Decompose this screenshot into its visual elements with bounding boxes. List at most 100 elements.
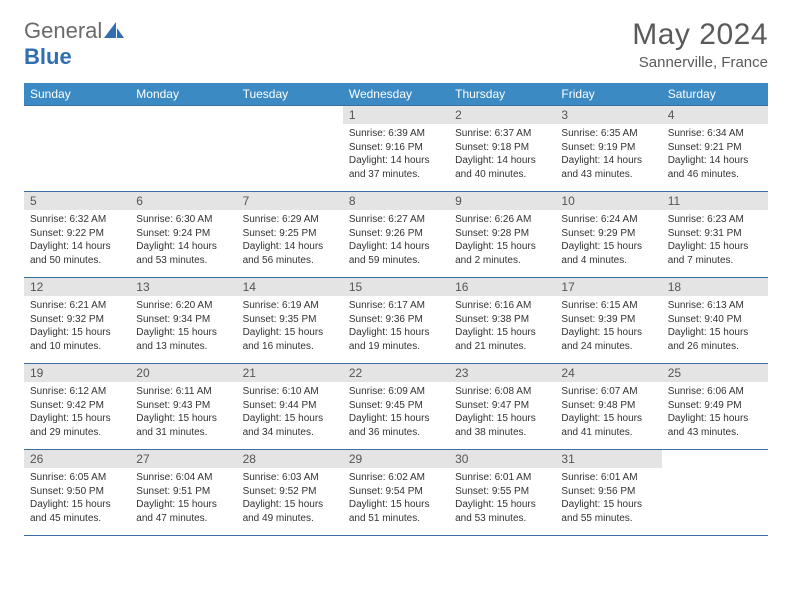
day-number: 22 xyxy=(343,364,449,382)
calendar-cell: 29Sunrise: 6:02 AMSunset: 9:54 PMDayligh… xyxy=(343,450,449,536)
day-number: 13 xyxy=(130,278,236,296)
day-number: 1 xyxy=(343,106,449,124)
day-number: 5 xyxy=(24,192,130,210)
day-number: 21 xyxy=(237,364,343,382)
day-details: Sunrise: 6:34 AMSunset: 9:21 PMDaylight:… xyxy=(662,124,768,185)
calendar-body: 1Sunrise: 6:39 AMSunset: 9:16 PMDaylight… xyxy=(24,106,768,536)
day-number: 9 xyxy=(449,192,555,210)
calendar-cell: 1Sunrise: 6:39 AMSunset: 9:16 PMDaylight… xyxy=(343,106,449,192)
day-details: Sunrise: 6:39 AMSunset: 9:16 PMDaylight:… xyxy=(343,124,449,185)
calendar-page: GeneralBlue May 2024 Sannerville, France… xyxy=(0,0,792,548)
weekday-header: Monday xyxy=(130,83,236,106)
calendar-cell: 3Sunrise: 6:35 AMSunset: 9:19 PMDaylight… xyxy=(555,106,661,192)
day-details: Sunrise: 6:21 AMSunset: 9:32 PMDaylight:… xyxy=(24,296,130,357)
brand-part2: Blue xyxy=(24,44,72,69)
calendar-cell: 27Sunrise: 6:04 AMSunset: 9:51 PMDayligh… xyxy=(130,450,236,536)
day-number: 8 xyxy=(343,192,449,210)
header: GeneralBlue May 2024 Sannerville, France xyxy=(24,18,768,71)
calendar-cell: 30Sunrise: 6:01 AMSunset: 9:55 PMDayligh… xyxy=(449,450,555,536)
day-details: Sunrise: 6:03 AMSunset: 9:52 PMDaylight:… xyxy=(237,468,343,529)
weekday-header: Wednesday xyxy=(343,83,449,106)
calendar-cell: 14Sunrise: 6:19 AMSunset: 9:35 PMDayligh… xyxy=(237,278,343,364)
calendar-cell: 24Sunrise: 6:07 AMSunset: 9:48 PMDayligh… xyxy=(555,364,661,450)
day-details: Sunrise: 6:13 AMSunset: 9:40 PMDaylight:… xyxy=(662,296,768,357)
day-details: Sunrise: 6:10 AMSunset: 9:44 PMDaylight:… xyxy=(237,382,343,443)
day-details: Sunrise: 6:37 AMSunset: 9:18 PMDaylight:… xyxy=(449,124,555,185)
calendar-cell: 26Sunrise: 6:05 AMSunset: 9:50 PMDayligh… xyxy=(24,450,130,536)
day-number: 14 xyxy=(237,278,343,296)
day-details: Sunrise: 6:05 AMSunset: 9:50 PMDaylight:… xyxy=(24,468,130,529)
calendar-cell: 12Sunrise: 6:21 AMSunset: 9:32 PMDayligh… xyxy=(24,278,130,364)
weekday-header: Friday xyxy=(555,83,661,106)
brand-text: GeneralBlue xyxy=(24,18,124,70)
day-details: Sunrise: 6:06 AMSunset: 9:49 PMDaylight:… xyxy=(662,382,768,443)
weekday-header: Sunday xyxy=(24,83,130,106)
day-number: 6 xyxy=(130,192,236,210)
day-details: Sunrise: 6:08 AMSunset: 9:47 PMDaylight:… xyxy=(449,382,555,443)
day-details: Sunrise: 6:27 AMSunset: 9:26 PMDaylight:… xyxy=(343,210,449,271)
calendar-cell: 11Sunrise: 6:23 AMSunset: 9:31 PMDayligh… xyxy=(662,192,768,278)
day-number: 31 xyxy=(555,450,661,468)
weekday-header: Thursday xyxy=(449,83,555,106)
day-details: Sunrise: 6:11 AMSunset: 9:43 PMDaylight:… xyxy=(130,382,236,443)
calendar-cell: 28Sunrise: 6:03 AMSunset: 9:52 PMDayligh… xyxy=(237,450,343,536)
calendar-row: 12Sunrise: 6:21 AMSunset: 9:32 PMDayligh… xyxy=(24,278,768,364)
calendar-cell: 16Sunrise: 6:16 AMSunset: 9:38 PMDayligh… xyxy=(449,278,555,364)
calendar-cell: 4Sunrise: 6:34 AMSunset: 9:21 PMDaylight… xyxy=(662,106,768,192)
calendar-cell: 18Sunrise: 6:13 AMSunset: 9:40 PMDayligh… xyxy=(662,278,768,364)
day-details: Sunrise: 6:07 AMSunset: 9:48 PMDaylight:… xyxy=(555,382,661,443)
day-details: Sunrise: 6:01 AMSunset: 9:56 PMDaylight:… xyxy=(555,468,661,529)
calendar-row: 26Sunrise: 6:05 AMSunset: 9:50 PMDayligh… xyxy=(24,450,768,536)
day-number: 11 xyxy=(662,192,768,210)
sail-icon xyxy=(104,22,124,38)
day-number: 29 xyxy=(343,450,449,468)
day-number: 7 xyxy=(237,192,343,210)
calendar-cell xyxy=(237,106,343,192)
calendar-cell: 9Sunrise: 6:26 AMSunset: 9:28 PMDaylight… xyxy=(449,192,555,278)
calendar-cell: 25Sunrise: 6:06 AMSunset: 9:49 PMDayligh… xyxy=(662,364,768,450)
day-details: Sunrise: 6:12 AMSunset: 9:42 PMDaylight:… xyxy=(24,382,130,443)
calendar-cell: 23Sunrise: 6:08 AMSunset: 9:47 PMDayligh… xyxy=(449,364,555,450)
day-details: Sunrise: 6:20 AMSunset: 9:34 PMDaylight:… xyxy=(130,296,236,357)
calendar-row: 5Sunrise: 6:32 AMSunset: 9:22 PMDaylight… xyxy=(24,192,768,278)
brand-logo: GeneralBlue xyxy=(24,18,124,70)
calendar-cell: 13Sunrise: 6:20 AMSunset: 9:34 PMDayligh… xyxy=(130,278,236,364)
day-details: Sunrise: 6:09 AMSunset: 9:45 PMDaylight:… xyxy=(343,382,449,443)
calendar-cell xyxy=(24,106,130,192)
calendar-table: SundayMondayTuesdayWednesdayThursdayFrid… xyxy=(24,83,768,536)
day-number: 26 xyxy=(24,450,130,468)
calendar-cell: 7Sunrise: 6:29 AMSunset: 9:25 PMDaylight… xyxy=(237,192,343,278)
day-details: Sunrise: 6:32 AMSunset: 9:22 PMDaylight:… xyxy=(24,210,130,271)
day-number: 4 xyxy=(662,106,768,124)
calendar-cell: 22Sunrise: 6:09 AMSunset: 9:45 PMDayligh… xyxy=(343,364,449,450)
day-number: 18 xyxy=(662,278,768,296)
day-number: 3 xyxy=(555,106,661,124)
title-block: May 2024 Sannerville, France xyxy=(632,18,768,71)
day-details: Sunrise: 6:26 AMSunset: 9:28 PMDaylight:… xyxy=(449,210,555,271)
calendar-cell: 21Sunrise: 6:10 AMSunset: 9:44 PMDayligh… xyxy=(237,364,343,450)
calendar-row: 1Sunrise: 6:39 AMSunset: 9:16 PMDaylight… xyxy=(24,106,768,192)
day-details: Sunrise: 6:04 AMSunset: 9:51 PMDaylight:… xyxy=(130,468,236,529)
calendar-cell: 5Sunrise: 6:32 AMSunset: 9:22 PMDaylight… xyxy=(24,192,130,278)
day-details: Sunrise: 6:16 AMSunset: 9:38 PMDaylight:… xyxy=(449,296,555,357)
day-details: Sunrise: 6:15 AMSunset: 9:39 PMDaylight:… xyxy=(555,296,661,357)
day-details: Sunrise: 6:01 AMSunset: 9:55 PMDaylight:… xyxy=(449,468,555,529)
calendar-cell xyxy=(130,106,236,192)
day-number: 23 xyxy=(449,364,555,382)
day-details: Sunrise: 6:30 AMSunset: 9:24 PMDaylight:… xyxy=(130,210,236,271)
calendar-cell: 8Sunrise: 6:27 AMSunset: 9:26 PMDaylight… xyxy=(343,192,449,278)
brand-part1: General xyxy=(24,18,102,43)
day-details: Sunrise: 6:24 AMSunset: 9:29 PMDaylight:… xyxy=(555,210,661,271)
day-number: 24 xyxy=(555,364,661,382)
calendar-cell: 15Sunrise: 6:17 AMSunset: 9:36 PMDayligh… xyxy=(343,278,449,364)
day-number: 2 xyxy=(449,106,555,124)
day-number: 12 xyxy=(24,278,130,296)
day-number: 19 xyxy=(24,364,130,382)
day-number: 17 xyxy=(555,278,661,296)
location-label: Sannerville, France xyxy=(632,54,768,71)
calendar-cell: 6Sunrise: 6:30 AMSunset: 9:24 PMDaylight… xyxy=(130,192,236,278)
day-number: 10 xyxy=(555,192,661,210)
calendar-cell: 17Sunrise: 6:15 AMSunset: 9:39 PMDayligh… xyxy=(555,278,661,364)
day-details: Sunrise: 6:29 AMSunset: 9:25 PMDaylight:… xyxy=(237,210,343,271)
month-title: May 2024 xyxy=(632,18,768,52)
